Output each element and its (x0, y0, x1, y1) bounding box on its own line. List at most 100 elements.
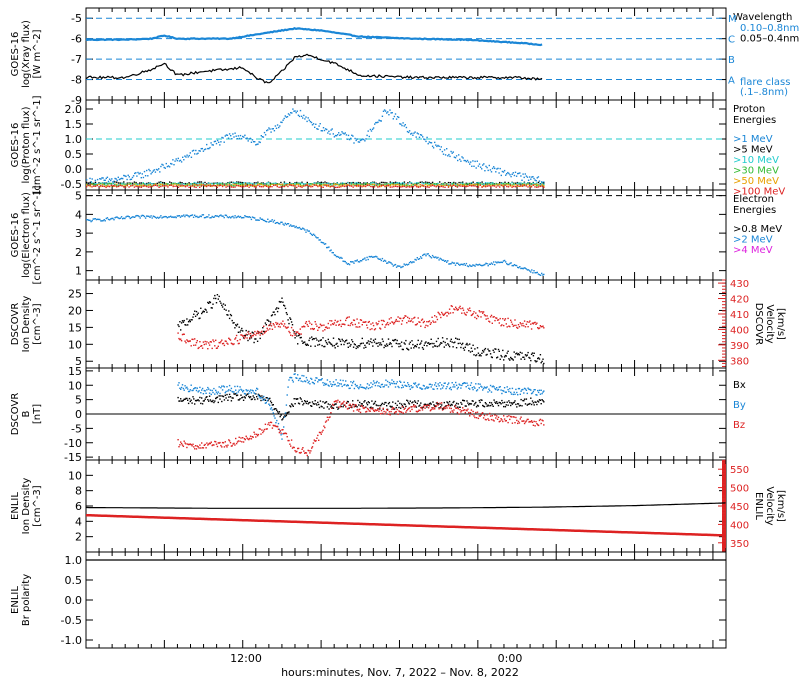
data-point (493, 261, 495, 263)
data-point (192, 389, 194, 392)
data-point (525, 420, 528, 422)
data-point (473, 354, 475, 356)
data-point (384, 384, 386, 386)
data-point (293, 446, 295, 449)
data-point (103, 179, 105, 181)
data-point (94, 184, 97, 186)
data-point (366, 327, 369, 329)
data-point (532, 184, 534, 186)
data-point (432, 346, 434, 348)
data-point (403, 403, 405, 405)
data-point (227, 182, 229, 185)
data-point (438, 312, 440, 315)
data-point (500, 389, 502, 391)
data-point (324, 426, 326, 429)
data-point (444, 312, 446, 315)
data-point (414, 131, 416, 133)
data-point (258, 219, 260, 221)
data-point (484, 402, 487, 404)
data-point (528, 403, 530, 405)
data-point (364, 185, 367, 188)
data-point (178, 215, 181, 217)
data-point (527, 418, 529, 421)
data-point (183, 319, 185, 322)
data-point (410, 182, 413, 184)
data-point (269, 421, 272, 423)
data-point (327, 322, 329, 325)
data-point (195, 341, 198, 344)
data-point (232, 133, 234, 135)
data-point (520, 175, 522, 177)
data-point (398, 265, 400, 267)
data-point (442, 406, 445, 409)
data-point (269, 324, 271, 326)
data-point (366, 402, 368, 404)
data-point (272, 323, 274, 325)
data-point (105, 177, 107, 180)
data-point (122, 177, 124, 180)
data-point (494, 319, 496, 322)
data-point (221, 395, 224, 397)
data-point (429, 141, 432, 144)
data-point (169, 181, 171, 183)
data-point (532, 390, 535, 393)
data-point (216, 445, 219, 448)
data-point (426, 136, 428, 139)
data-point (392, 407, 394, 409)
data-point (490, 171, 493, 173)
data-point (471, 165, 473, 167)
data-point (202, 400, 205, 402)
data-point (476, 160, 478, 162)
data-point (453, 308, 455, 310)
data-point (221, 343, 224, 345)
data-point (379, 405, 382, 407)
data-point (186, 397, 188, 400)
data-point (448, 387, 451, 390)
data-point (332, 337, 335, 339)
data-point (481, 264, 483, 267)
data-point (153, 215, 155, 218)
data-point (135, 184, 137, 187)
data-point (504, 184, 506, 186)
data-point (450, 150, 452, 153)
data-point (513, 401, 515, 404)
data-point (304, 400, 306, 402)
data-point (306, 183, 308, 186)
data-point (287, 439, 289, 442)
data-point (492, 182, 494, 184)
data-point (436, 345, 439, 348)
data-point (252, 141, 255, 143)
data-point (333, 344, 336, 347)
data-point (404, 264, 406, 266)
data-point (427, 321, 430, 323)
data-point (190, 214, 193, 217)
data-point (187, 340, 189, 342)
data-point (357, 399, 359, 402)
y-tick-label: 5 (75, 355, 82, 368)
data-point (397, 413, 399, 415)
data-point (287, 326, 289, 328)
data-point (475, 417, 478, 419)
data-point (448, 308, 451, 310)
data-point (503, 356, 506, 358)
data-point (348, 138, 351, 141)
data-point (184, 442, 186, 444)
data-point (417, 133, 420, 135)
data-point (531, 269, 533, 271)
data-point (366, 134, 368, 137)
legend-entry: >100 MeV (733, 187, 785, 198)
data-point (160, 165, 162, 168)
data-point (369, 387, 371, 389)
data-point (331, 407, 334, 409)
data-point (216, 186, 218, 188)
data-point (262, 219, 265, 221)
data-point (491, 386, 493, 388)
data-point (396, 339, 398, 342)
data-point (407, 408, 409, 411)
data-point (369, 407, 371, 409)
data-point (192, 443, 194, 445)
data-point (456, 388, 459, 390)
data-point (470, 185, 473, 187)
data-point (138, 173, 140, 175)
data-point (457, 386, 459, 389)
